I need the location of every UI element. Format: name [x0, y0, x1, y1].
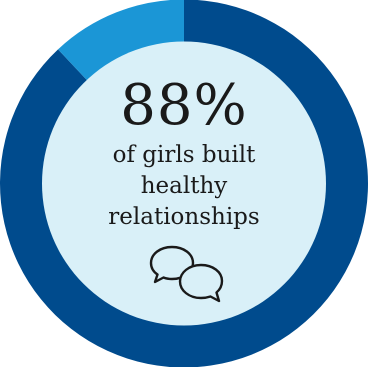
caption-line-2: healthy [140, 173, 228, 199]
caption: of girls built healthy relationships [84, 140, 284, 233]
caption-line-1: of girls built [112, 142, 256, 168]
caption-line-3: relationships [108, 204, 260, 230]
chat-bubbles-icon [149, 245, 224, 303]
donut-center [42, 41, 326, 326]
headline-value: 88% [120, 73, 248, 138]
